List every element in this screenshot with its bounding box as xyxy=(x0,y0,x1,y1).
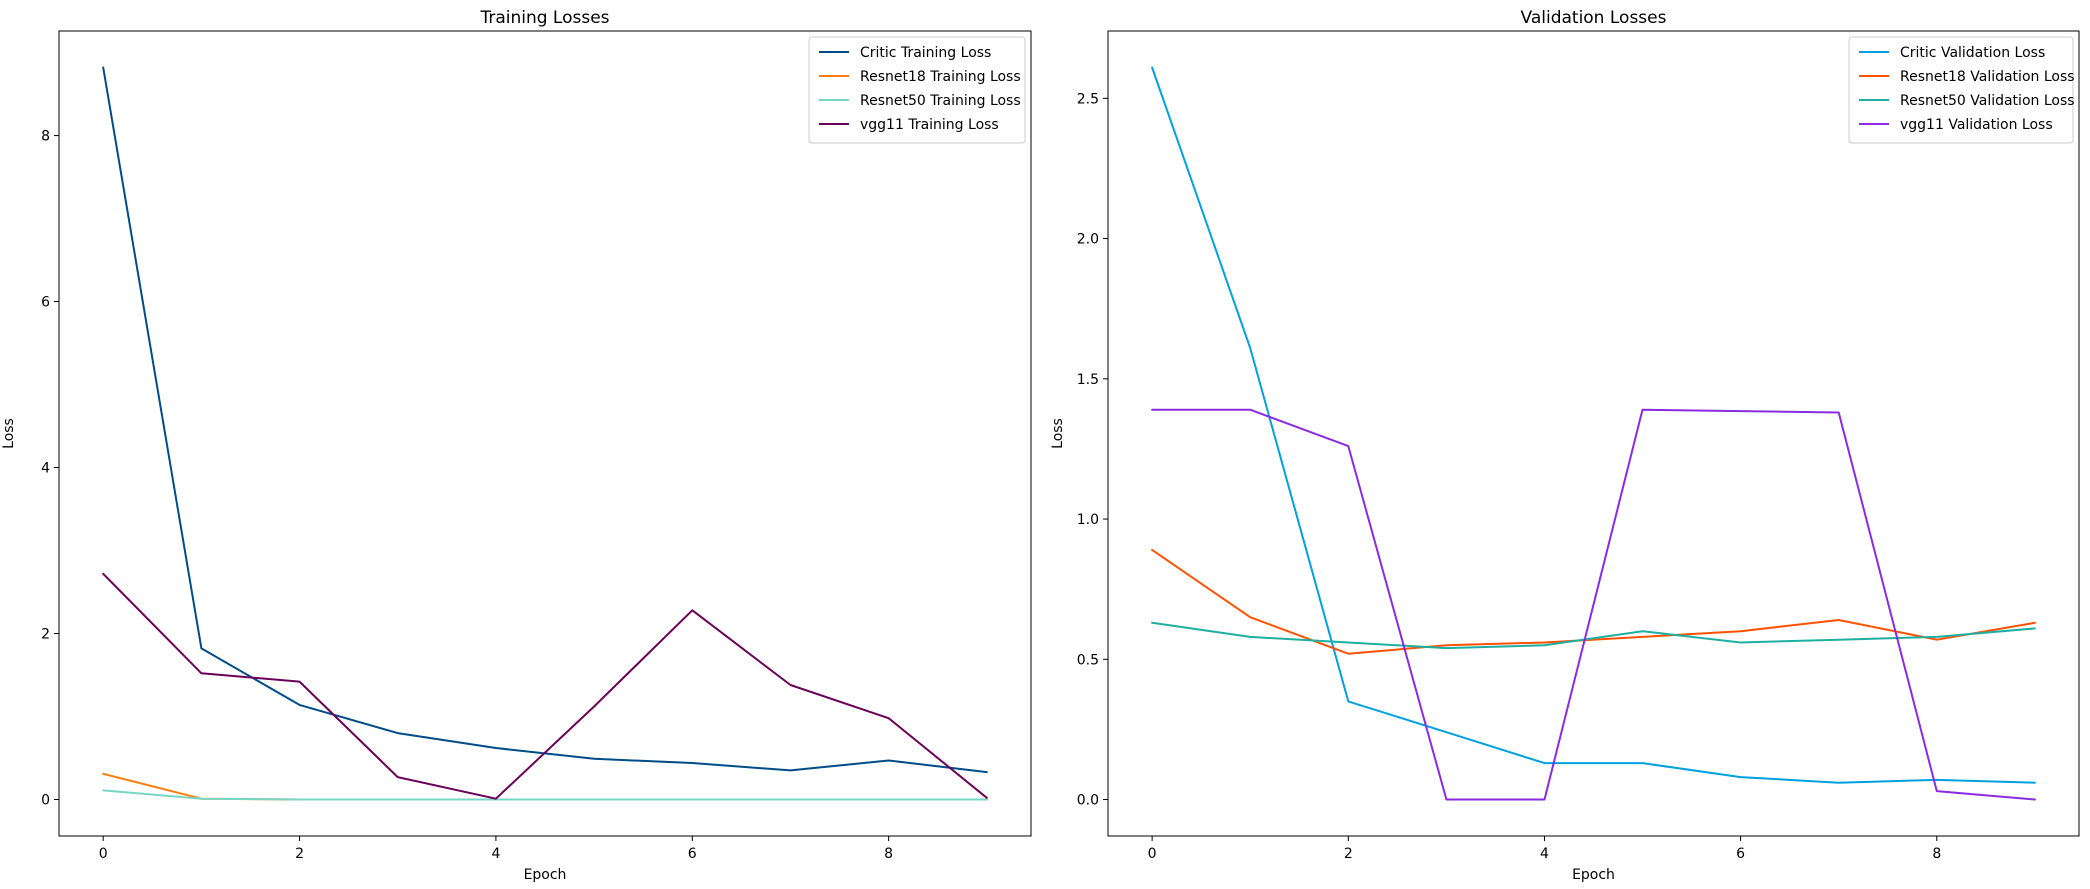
validation-y-tick-label: 1.5 xyxy=(1077,372,1099,388)
vgg11-validation-loss-legend-label: vgg11 Validation Loss xyxy=(1900,117,2053,133)
resnet18-training-loss-line xyxy=(102,772,988,801)
validation-x-tick-label: 4 xyxy=(1540,846,1549,862)
validation-chart-title: Validation Losses xyxy=(1521,8,1667,28)
critic-validation-loss-legend-label: Critic Validation Loss xyxy=(1900,45,2045,61)
validation-y-tick-label: 1.0 xyxy=(1077,512,1099,528)
vgg11-validation-loss-line xyxy=(1151,408,2036,801)
resnet18-training-loss-legend-label: Resnet18 Training Loss xyxy=(860,69,1021,85)
training-chart-title: Training Losses xyxy=(479,8,609,28)
critic-validation-loss-line xyxy=(1151,66,2036,784)
validation-y-axis-label: Loss xyxy=(1050,418,1066,449)
resnet50-training-loss-line xyxy=(102,789,988,801)
resnet50-training-loss-legend-label: Resnet50 Training Loss xyxy=(860,93,1021,109)
validation-x-tick-label: 0 xyxy=(1148,846,1157,862)
validation-y-tick-label: 2.5 xyxy=(1077,91,1099,107)
training-x-tick-label: 0 xyxy=(99,846,108,862)
training-y-tick-label: 2 xyxy=(41,627,50,643)
training-legend: Critic Training Loss Resnet18 Training Lo… xyxy=(808,36,1026,144)
training-y-tick-label: 0 xyxy=(41,792,50,808)
validation-legend-box xyxy=(1848,36,2074,144)
critic-training-loss-line xyxy=(102,66,988,774)
training-chart: Training Losses 0 2 4 6 8 0 2 4 6 8 Epoch Loss Critic… xyxy=(1,8,1032,883)
resnet50-validation-loss-legend-label: Resnet50 Validation Loss xyxy=(1900,93,2075,109)
resnet18-validation-loss-legend-label: Resnet18 Validation Loss xyxy=(1900,69,2075,85)
training-y-tick-label: 8 xyxy=(41,129,50,145)
validation-x-tick-label: 2 xyxy=(1344,846,1353,862)
resnet50-validation-loss-line xyxy=(1151,621,2036,650)
training-y-tick-label: 6 xyxy=(41,295,50,311)
training-x-tick-label: 6 xyxy=(688,846,697,862)
validation-chart: Validation Losses 0 2 4 6 8 0.0 0.5 1.0 1.5 2.0 2.5… xyxy=(1050,8,2080,883)
vgg11-training-loss-line xyxy=(102,572,988,800)
validation-legend: Critic Validation Loss Resnet18 Validatio… xyxy=(1848,36,2075,144)
training-axes-frame xyxy=(58,30,1032,837)
resnet18-validation-loss-line xyxy=(1151,548,2036,655)
validation-y-tick-label: 0.5 xyxy=(1077,652,1099,668)
validation-x-axis-label: Epoch xyxy=(1572,867,1615,883)
validation-y-tick-label: 0.0 xyxy=(1077,793,1099,809)
validation-axes-frame xyxy=(1107,30,2080,837)
training-x-tick-label: 2 xyxy=(295,846,304,862)
validation-x-tick-label: 8 xyxy=(1932,846,1941,862)
training-y-axis-label: Loss xyxy=(1,418,17,449)
validation-y-tick-label: 2.0 xyxy=(1077,232,1099,248)
training-x-axis-label: Epoch xyxy=(524,867,567,883)
vgg11-training-loss-legend-label: vgg11 Training Loss xyxy=(860,117,999,133)
training-x-tick-label: 8 xyxy=(884,846,893,862)
validation-x-tick-label: 6 xyxy=(1736,846,1745,862)
training-x-tick-label: 4 xyxy=(491,846,500,862)
training-y-tick-label: 4 xyxy=(41,461,50,477)
training-legend-box xyxy=(808,36,1026,144)
critic-training-loss-legend-label: Critic Training Loss xyxy=(860,45,991,61)
